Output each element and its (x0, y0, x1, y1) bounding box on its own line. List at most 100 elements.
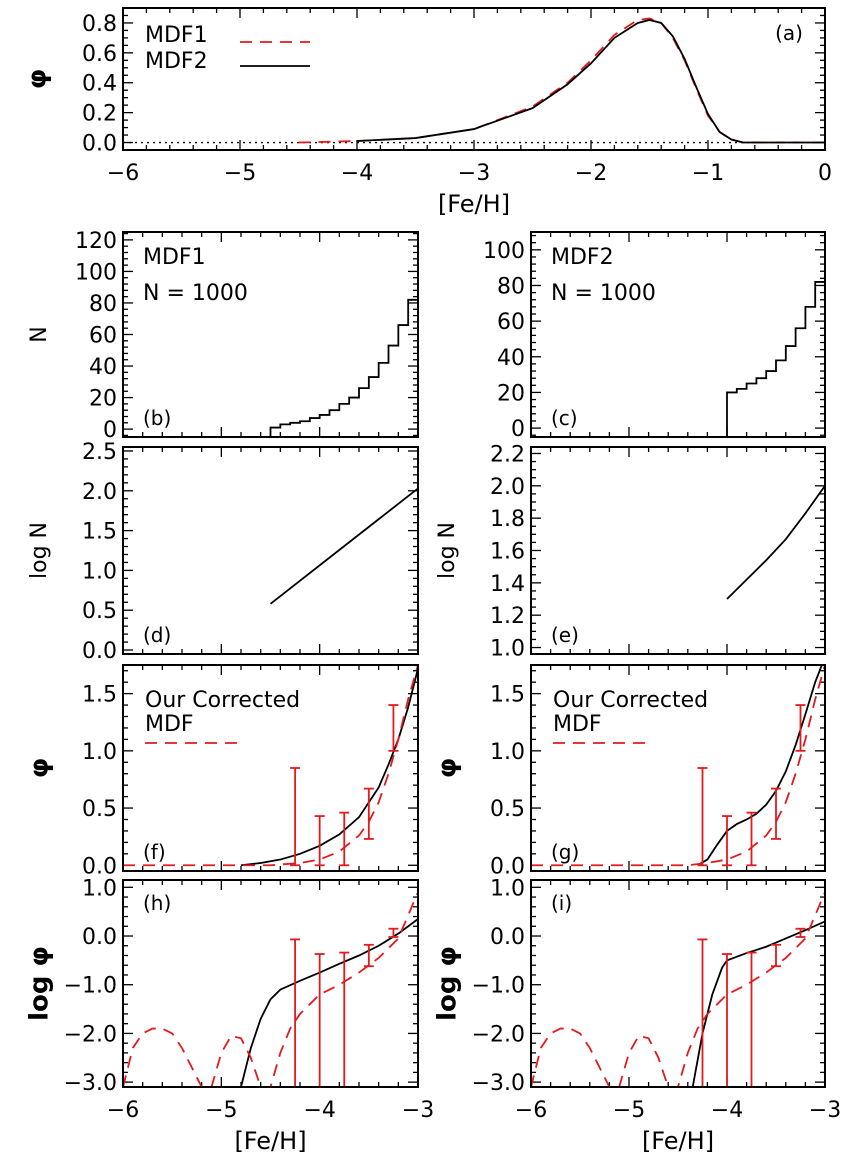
panel-h: 1.0 0.0 −1.0 −2.0 −3.0−6 −5 −4 −3 [Fe/H] log φ (h) (25, 876, 435, 1155)
panel-e: 1.0 1.2 1.4 1.6 1.8 2.0 2.2 log N (e) (435, 442, 826, 662)
plot-frame (530, 231, 826, 438)
y-tick-label: 2.0 (82, 480, 117, 505)
series-line-black (269, 487, 418, 605)
error-bar (697, 938, 708, 1087)
y-tick-label: 0.5 (82, 797, 117, 822)
y-tick-label: 0.5 (82, 599, 117, 624)
y-tick-label: 1.6 (490, 540, 525, 565)
series-line-red (123, 891, 418, 1087)
series-line-red (531, 665, 825, 867)
error-bar (771, 787, 781, 840)
y-tick-label: 0.2 (82, 102, 117, 127)
panel-label: (h) (143, 891, 171, 915)
y-tick-label: 60 (497, 310, 525, 335)
y-tick-label: 120 (75, 229, 117, 254)
series-line-red (531, 891, 825, 1087)
y-ticks (123, 450, 418, 651)
panel-label: (c) (551, 406, 578, 430)
plot-frame (122, 879, 419, 1088)
y-axis-label: log φ (25, 946, 55, 1021)
plot-frame (122, 7, 826, 151)
y-tick-label: 0.5 (490, 797, 525, 822)
y-tick-label: 40 (497, 346, 525, 371)
x-tick-label: −5 (613, 1098, 645, 1123)
y-tick-label: 0.4 (82, 72, 117, 97)
panel-label: (e) (551, 623, 579, 647)
panel-b: 0 20 40 60 80 100 120 N MDF1 N = 1000 (b) (27, 229, 419, 443)
plot-area (269, 487, 418, 605)
panel-label: (f) (143, 840, 166, 864)
panel-annotation: N = 1000 (143, 281, 248, 306)
plot-area (726, 248, 825, 437)
y-tick-label: 100 (75, 260, 117, 285)
plot-area (123, 891, 418, 1087)
panel-i: 1.0 0.0 −1.0 −2.0 −3.0−6 −5 −4 −3 [Fe/H] log φ (i) (433, 876, 842, 1155)
y-axis-label: N (27, 326, 52, 342)
y-tick-label: −1.0 (64, 974, 117, 999)
x-tick-label: −6 (107, 1098, 139, 1123)
panel-label: (d) (143, 623, 171, 647)
y-tick-label: −3.0 (64, 1071, 117, 1096)
legend-label: MDF (145, 712, 194, 737)
y-tick-label: −2.0 (64, 1022, 117, 1047)
legend-label: Our Corrected (553, 688, 708, 713)
y-tick-label: 0.0 (82, 132, 117, 157)
x-tick-label: −3 (458, 161, 490, 186)
x-tick-label: −4 (711, 1098, 743, 1123)
y-tick-label: 0 (511, 417, 525, 442)
error-bar (388, 704, 399, 752)
plot-frame (122, 446, 419, 655)
y-axis-label: φ (25, 758, 55, 778)
y-tick-label: 1.2 (490, 604, 525, 629)
series-line-mdf2 (356, 19, 825, 144)
y-tick-label: 1.0 (82, 876, 117, 901)
x-tick-label: −2 (575, 161, 607, 186)
y-tick-label: 0.0 (490, 925, 525, 950)
y-tick-label: 2.5 (82, 440, 117, 465)
y-axis-label: φ (433, 758, 463, 778)
panel-annotation: N = 1000 (551, 281, 656, 306)
y-tick-label: 0.6 (82, 42, 117, 67)
y-tick-label: 0.0 (82, 639, 117, 664)
error-bar (697, 767, 708, 867)
x-ticks (530, 880, 826, 1087)
y-tick-label: 60 (89, 324, 117, 349)
error-bar (363, 943, 374, 968)
y-tick-label: −2.0 (472, 1022, 525, 1047)
y-tick-label: 20 (497, 381, 525, 406)
y-tick-label: 1.5 (82, 520, 117, 545)
panel-a: 0.0 0.2 0.4 0.6 0.8 −6 −5 −4 −3 −2 −1 0 [Fe/H] φ MDF1M… (23, 7, 832, 218)
legend-label-mdf1: MDF1 (145, 23, 208, 48)
y-ticks (123, 886, 418, 1083)
x-tick-label: −5 (224, 161, 256, 186)
error-bar (746, 811, 757, 867)
legend-label-mdf2: MDF2 (145, 49, 208, 74)
x-axis-label: [Fe/H] (438, 190, 510, 218)
legend-label: MDF (553, 712, 602, 737)
series-line-black (240, 668, 418, 867)
y-tick-label: 2.0 (490, 475, 525, 500)
x-tick-label: −5 (205, 1098, 237, 1123)
y-tick-label: 40 (89, 355, 117, 380)
y-tick-label: 0 (103, 418, 117, 443)
y-tick-label: 1.0 (490, 637, 525, 662)
series-line-black (726, 248, 825, 437)
y-tick-label: 1.0 (490, 740, 525, 765)
y-tick-label: 1.0 (490, 876, 525, 901)
x-tick-label: −3 (809, 1098, 841, 1123)
error-bar (795, 704, 806, 752)
y-axis-label: log N (435, 522, 460, 579)
error-bar (339, 951, 350, 1087)
y-axis-label: log φ (433, 946, 463, 1021)
x-tick-label: −4 (303, 1098, 335, 1123)
x-tick-label: −1 (692, 161, 724, 186)
x-tick-label: 0 (818, 161, 832, 186)
y-tick-label: 1.0 (82, 740, 117, 765)
panel-label: (a) (775, 21, 803, 45)
plot-area (123, 17, 825, 144)
plot-area (726, 485, 825, 600)
